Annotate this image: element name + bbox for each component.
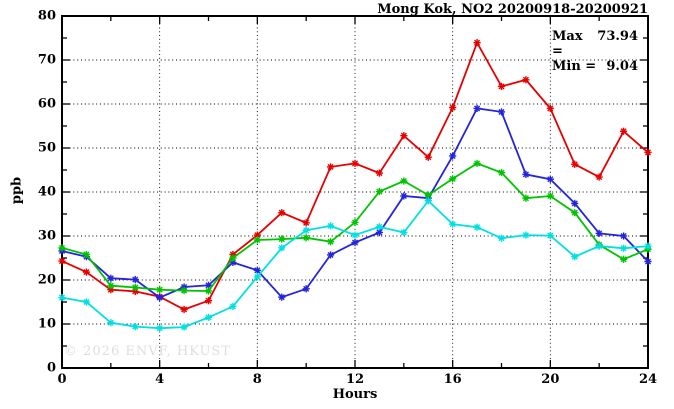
watermark: © 2026 ENVF, HKUST (64, 344, 231, 359)
x-tick-label: 20 (541, 372, 560, 387)
x-tick-label: 4 (155, 372, 165, 387)
y-tick-label: 0 (46, 360, 56, 376)
min-value: 9.04 (606, 59, 638, 74)
x-tick-label: 8 (252, 372, 262, 387)
max-row: Max = 73.94 (552, 29, 638, 59)
y-tick-label: 40 (37, 184, 56, 200)
x-axis-label: Hours (332, 387, 378, 402)
y-tick-label: 30 (37, 228, 56, 244)
x-tick-label: 12 (345, 372, 365, 387)
y-tick-label: 60 (37, 96, 56, 112)
x-tick-label: 16 (443, 372, 462, 387)
min-row: Min = 9.04 (552, 59, 638, 74)
x-tick-label: 24 (638, 372, 658, 387)
y-tick-label: 50 (37, 140, 56, 156)
max-value: 73.94 (597, 29, 638, 44)
chart-title: Mong Kok, NO2 20200918-20200921 (377, 2, 648, 17)
y-tick-label: 10 (37, 316, 56, 332)
y-tick-label: 20 (37, 272, 56, 288)
x-tick-label: 0 (57, 372, 67, 387)
max-min-annotation: Max = 73.94 Min = 9.04 (552, 29, 638, 74)
y-tick-label: 70 (37, 52, 56, 68)
y-tick-label: 80 (37, 8, 56, 24)
min-label: Min = (552, 59, 597, 74)
max-label: Max = (552, 29, 583, 59)
